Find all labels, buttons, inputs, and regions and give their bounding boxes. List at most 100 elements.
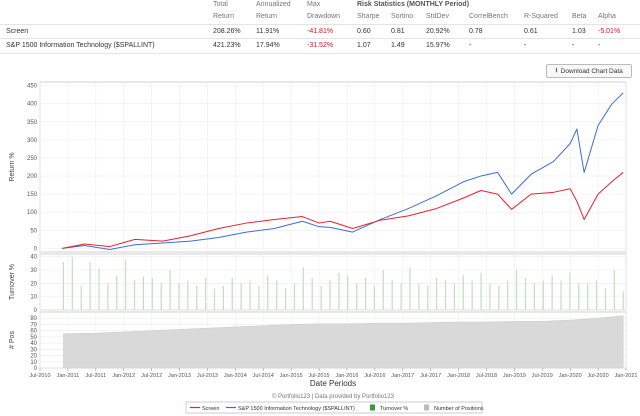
row-divider [0,53,640,54]
turnover-bar [356,283,358,310]
header-sharpe: Sharpe [357,13,380,20]
row-bench-drawdown: -31.52% [307,42,334,49]
x-tick-label: Jul-2012 [141,373,162,379]
header-total-1: Total [213,1,228,8]
legend-swatch [424,404,429,411]
x-tick-label: Jan-2019 [503,373,526,379]
y-tick-label: 0 [34,308,38,314]
turnover-bar [578,283,580,310]
legend-item-label[interactable]: Number of Positions [434,406,484,412]
x-tick-label: Jan-2012 [112,373,135,379]
turnover-bar [187,280,189,310]
header-stddev: StdDev [426,13,449,20]
turnover-bar [373,286,376,310]
row-screen-total: 208.26% [213,28,241,35]
y-tick-label: 70 [30,322,37,328]
x-tick-label: Jan-2020 [559,373,582,379]
turnover-bar [205,278,207,310]
turnover-bar [533,283,535,310]
x-tick-label: Jan-2016 [335,373,358,379]
turnover-bar [160,283,162,310]
y-tick-label: 20 [30,354,37,360]
legend-swatch [370,404,375,411]
row-bench-total: 421.23% [213,42,241,49]
turnover-bar [133,280,136,310]
turnover-bar [222,286,224,310]
download-chart-data-button[interactable]: ⭳ Download Chart Data [546,64,632,78]
turnover-bar [178,283,180,310]
row-bench-annualized: 17.94% [256,42,280,49]
legend-item-label[interactable]: Turnover % [380,406,408,412]
turnover-bar [249,280,251,310]
turnover-bar [142,276,145,310]
header-rsquared: R-Squared [524,13,558,20]
turnover-bar [329,280,331,310]
y-tick-label: 10 [30,360,37,366]
turnover-bar [311,278,313,310]
y-tick-label: 60 [30,329,37,335]
download-chart-data-label: Download Chart Data [560,67,623,75]
header-total-2: Return [213,13,235,20]
row-bench-rsq: - [524,42,527,49]
header-alpha: Alpha [598,13,616,20]
turnover-bar [196,286,198,310]
row-screen-drawdown: -41.81% [307,28,334,35]
return-panel [39,81,627,253]
turnover-bar [116,275,118,310]
row-bench-stddev: 15.97% [426,42,450,49]
x-tick-label: Jul-2015 [308,373,329,379]
turnover-bar [569,272,571,310]
turnover-bar [391,280,393,310]
x-tick-label: Jan-2021 [615,373,638,379]
y-tick-label: 0 [34,246,38,252]
row-screen-sortino: 0.81 [391,28,405,35]
download-icon: ⭳ [555,66,558,74]
row-bench-sortino: 1.49 [391,42,405,49]
turnover-bar [444,280,447,310]
turnover-bar [284,288,287,310]
turnover-bar [71,256,73,310]
y-tick-label: 80 [30,316,37,322]
turnover-bar [622,291,624,310]
y-tick-label: 0 [34,366,38,372]
turnover-bar [80,286,82,310]
row-divider [0,38,640,39]
turnover-bar [462,275,464,310]
screen-return-line [62,172,624,249]
x-tick-label: Jan-2017 [391,373,414,379]
risk-statistics-title: Risk Statistics (MONTHLY Period) [357,1,470,8]
turnover-bar [595,280,598,310]
legend-box [185,401,483,414]
statistics-table: Total Return Annualized Return Max Drawd… [0,0,640,55]
legend-item-label[interactable]: Screen [202,406,219,412]
turnover-bar [169,270,171,310]
turnover-bar [507,280,509,310]
row-screen-annualized: 11.91% [256,28,280,35]
positions-panel [39,311,627,369]
row-divider [0,24,640,25]
turnover-bar [515,270,518,310]
turnover-bar [125,259,127,310]
y-tick-label: 100 [27,210,38,216]
x-tick-label: Jul-2013 [197,373,218,379]
row-bench-sharpe: 1.07 [357,42,371,49]
turnover-bar [613,270,615,310]
turnover-bar [320,286,322,310]
turnover-bar [382,270,384,310]
x-tick-label: Jan-2018 [447,373,470,379]
turnover-bar [427,286,429,310]
x-tick-label: Jul-2014 [253,373,274,379]
row-screen-correl: 0.78 [469,28,483,35]
y-tick-label: 200 [27,174,38,180]
turnover-bar [587,283,589,310]
header-max-1: Max [307,1,321,8]
turnover-bar [471,280,473,310]
legend-item-label[interactable]: S&P 1500 Information Technology ($SPALLI… [238,406,355,412]
turnover-bar [551,275,553,310]
y-tick-label: 20 [30,281,37,287]
turnover-bar [453,283,455,310]
y-tick-label: 300 [27,138,38,144]
y-tick-label: 10 [30,295,37,301]
turnover-bar [293,283,296,310]
row-bench-correl: - [469,42,472,49]
